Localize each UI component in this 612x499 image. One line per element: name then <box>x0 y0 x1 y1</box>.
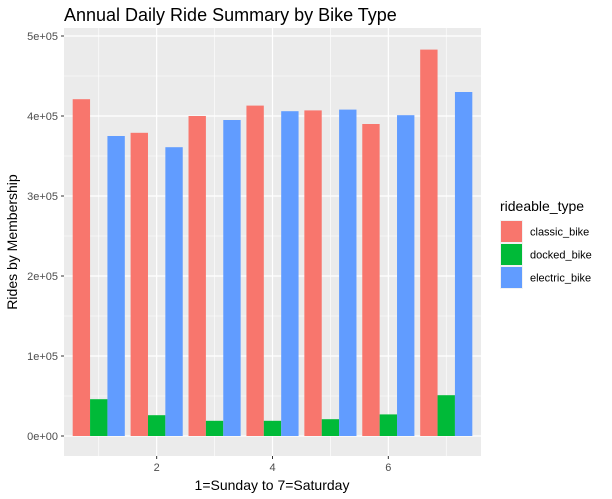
bar-electric_bike-3 <box>223 120 241 436</box>
bar-electric_bike-1 <box>107 136 125 436</box>
y-tick-label: 0e+00 <box>27 431 58 443</box>
bar-docked_bike-2 <box>147 415 166 436</box>
legend-title: rideable_type <box>500 198 584 214</box>
bar-classic_bike-4 <box>246 105 264 436</box>
legend-label-docked_bike: docked_bike <box>530 250 592 262</box>
bar-classic_bike-1 <box>72 99 91 436</box>
legend-label-electric_bike: electric_bike <box>530 273 591 285</box>
bar-classic_bike-2 <box>130 132 148 437</box>
bar-docked_bike-6 <box>379 414 398 436</box>
bar-electric_bike-2 <box>165 147 183 436</box>
bar-classic_bike-7 <box>420 49 438 436</box>
bar-classic_bike-6 <box>362 124 380 436</box>
bar-docked_bike-3 <box>205 420 224 436</box>
y-tick-label: 1e+05 <box>27 351 58 363</box>
y-tick-label: 2e+05 <box>27 271 58 283</box>
bar-classic_bike-3 <box>188 116 206 436</box>
legend: rideable_type classic_bike docked_bikeele… <box>500 198 592 289</box>
y-axis-title: Rides by Membership <box>4 174 20 310</box>
legend-swatch-electric_bike <box>501 267 522 288</box>
x-axis-title: 1=Sunday to 7=Saturday <box>195 477 350 493</box>
x-tick-label: 2 <box>154 462 160 474</box>
y-axis: 0e+00 1e+05 2e+05 3e+05 4e+05 5e+05 <box>27 31 64 443</box>
x-tick-label: 4 <box>269 462 275 474</box>
x-axis: 2 4 6 <box>154 456 391 474</box>
bar-electric_bike-7 <box>454 92 473 436</box>
legend-label-classic_bike: classic_bike <box>530 227 589 239</box>
y-tick-label: 5e+05 <box>27 31 58 43</box>
legend-swatch-classic_bike <box>501 221 522 242</box>
bar-electric_bike-4 <box>281 111 299 436</box>
bar-docked_bike-5 <box>321 419 340 436</box>
bar-electric_bike-5 <box>339 109 357 436</box>
bar-docked_bike-4 <box>263 420 282 436</box>
y-tick-label: 3e+05 <box>27 191 58 203</box>
bar-docked_bike-1 <box>90 399 108 436</box>
x-tick-label: 6 <box>385 462 391 474</box>
chart-title: Annual Daily Ride Summary by Bike Type <box>64 5 397 25</box>
bar-classic_bike-5 <box>304 110 322 437</box>
bars <box>72 49 473 437</box>
bar-electric_bike-6 <box>397 115 415 436</box>
legend-swatch-docked_bike <box>501 244 522 265</box>
bar-docked_bike-7 <box>437 395 455 436</box>
y-tick-label: 4e+05 <box>27 111 58 123</box>
